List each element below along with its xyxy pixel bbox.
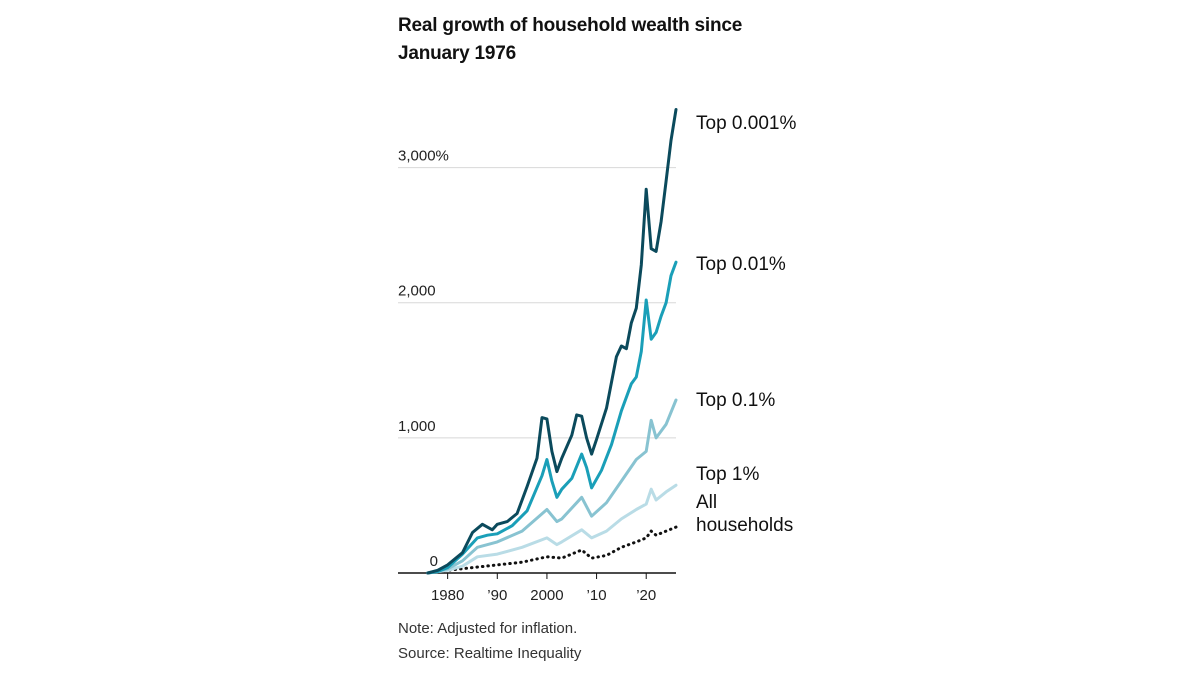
chart-title-line-1: Real growth of household wealth since bbox=[398, 15, 743, 36]
series-label: Top 0.001% bbox=[696, 113, 796, 134]
x-tick-label: 2000 bbox=[530, 587, 563, 604]
chart-note: Note: Adjusted for inflation. bbox=[398, 620, 578, 637]
series-label: households bbox=[696, 515, 793, 536]
series-line-top-1- bbox=[426, 483, 678, 575]
series-layer bbox=[426, 108, 678, 575]
x-tick-label: ’90 bbox=[487, 587, 507, 604]
y-tick-label: 3,000% bbox=[398, 148, 449, 165]
series-line-top-0-001- bbox=[426, 108, 678, 575]
x-tick-label: 1980 bbox=[431, 587, 464, 604]
series-line-all-households bbox=[426, 525, 678, 575]
series-line-top-0-1- bbox=[426, 398, 678, 575]
chart-source: Source: Realtime Inequality bbox=[398, 645, 582, 662]
series-line-top-0-01- bbox=[426, 260, 678, 575]
y-tick-label: 1,000 bbox=[398, 418, 436, 435]
series-label: Top 0.1% bbox=[696, 390, 775, 411]
series-label: Top 1% bbox=[696, 464, 759, 485]
series-label: All bbox=[696, 492, 717, 513]
x-tick-label: ’20 bbox=[636, 587, 656, 604]
chart-title-line-2: January 1976 bbox=[398, 43, 517, 64]
y-tick-label: 0 bbox=[430, 553, 438, 570]
x-tick-label: ’10 bbox=[587, 587, 607, 604]
series-label: Top 0.01% bbox=[696, 254, 786, 275]
y-tick-label: 2,000 bbox=[398, 283, 436, 300]
grid-layer: 0 1,000 2,000 3,000% 1980 ’90 2000 ’10 ’20 bbox=[398, 148, 676, 604]
